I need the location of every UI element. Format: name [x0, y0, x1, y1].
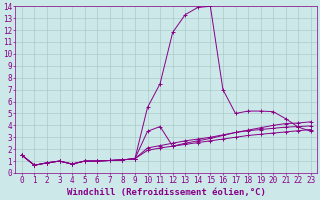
X-axis label: Windchill (Refroidissement éolien,°C): Windchill (Refroidissement éolien,°C): [67, 188, 266, 197]
